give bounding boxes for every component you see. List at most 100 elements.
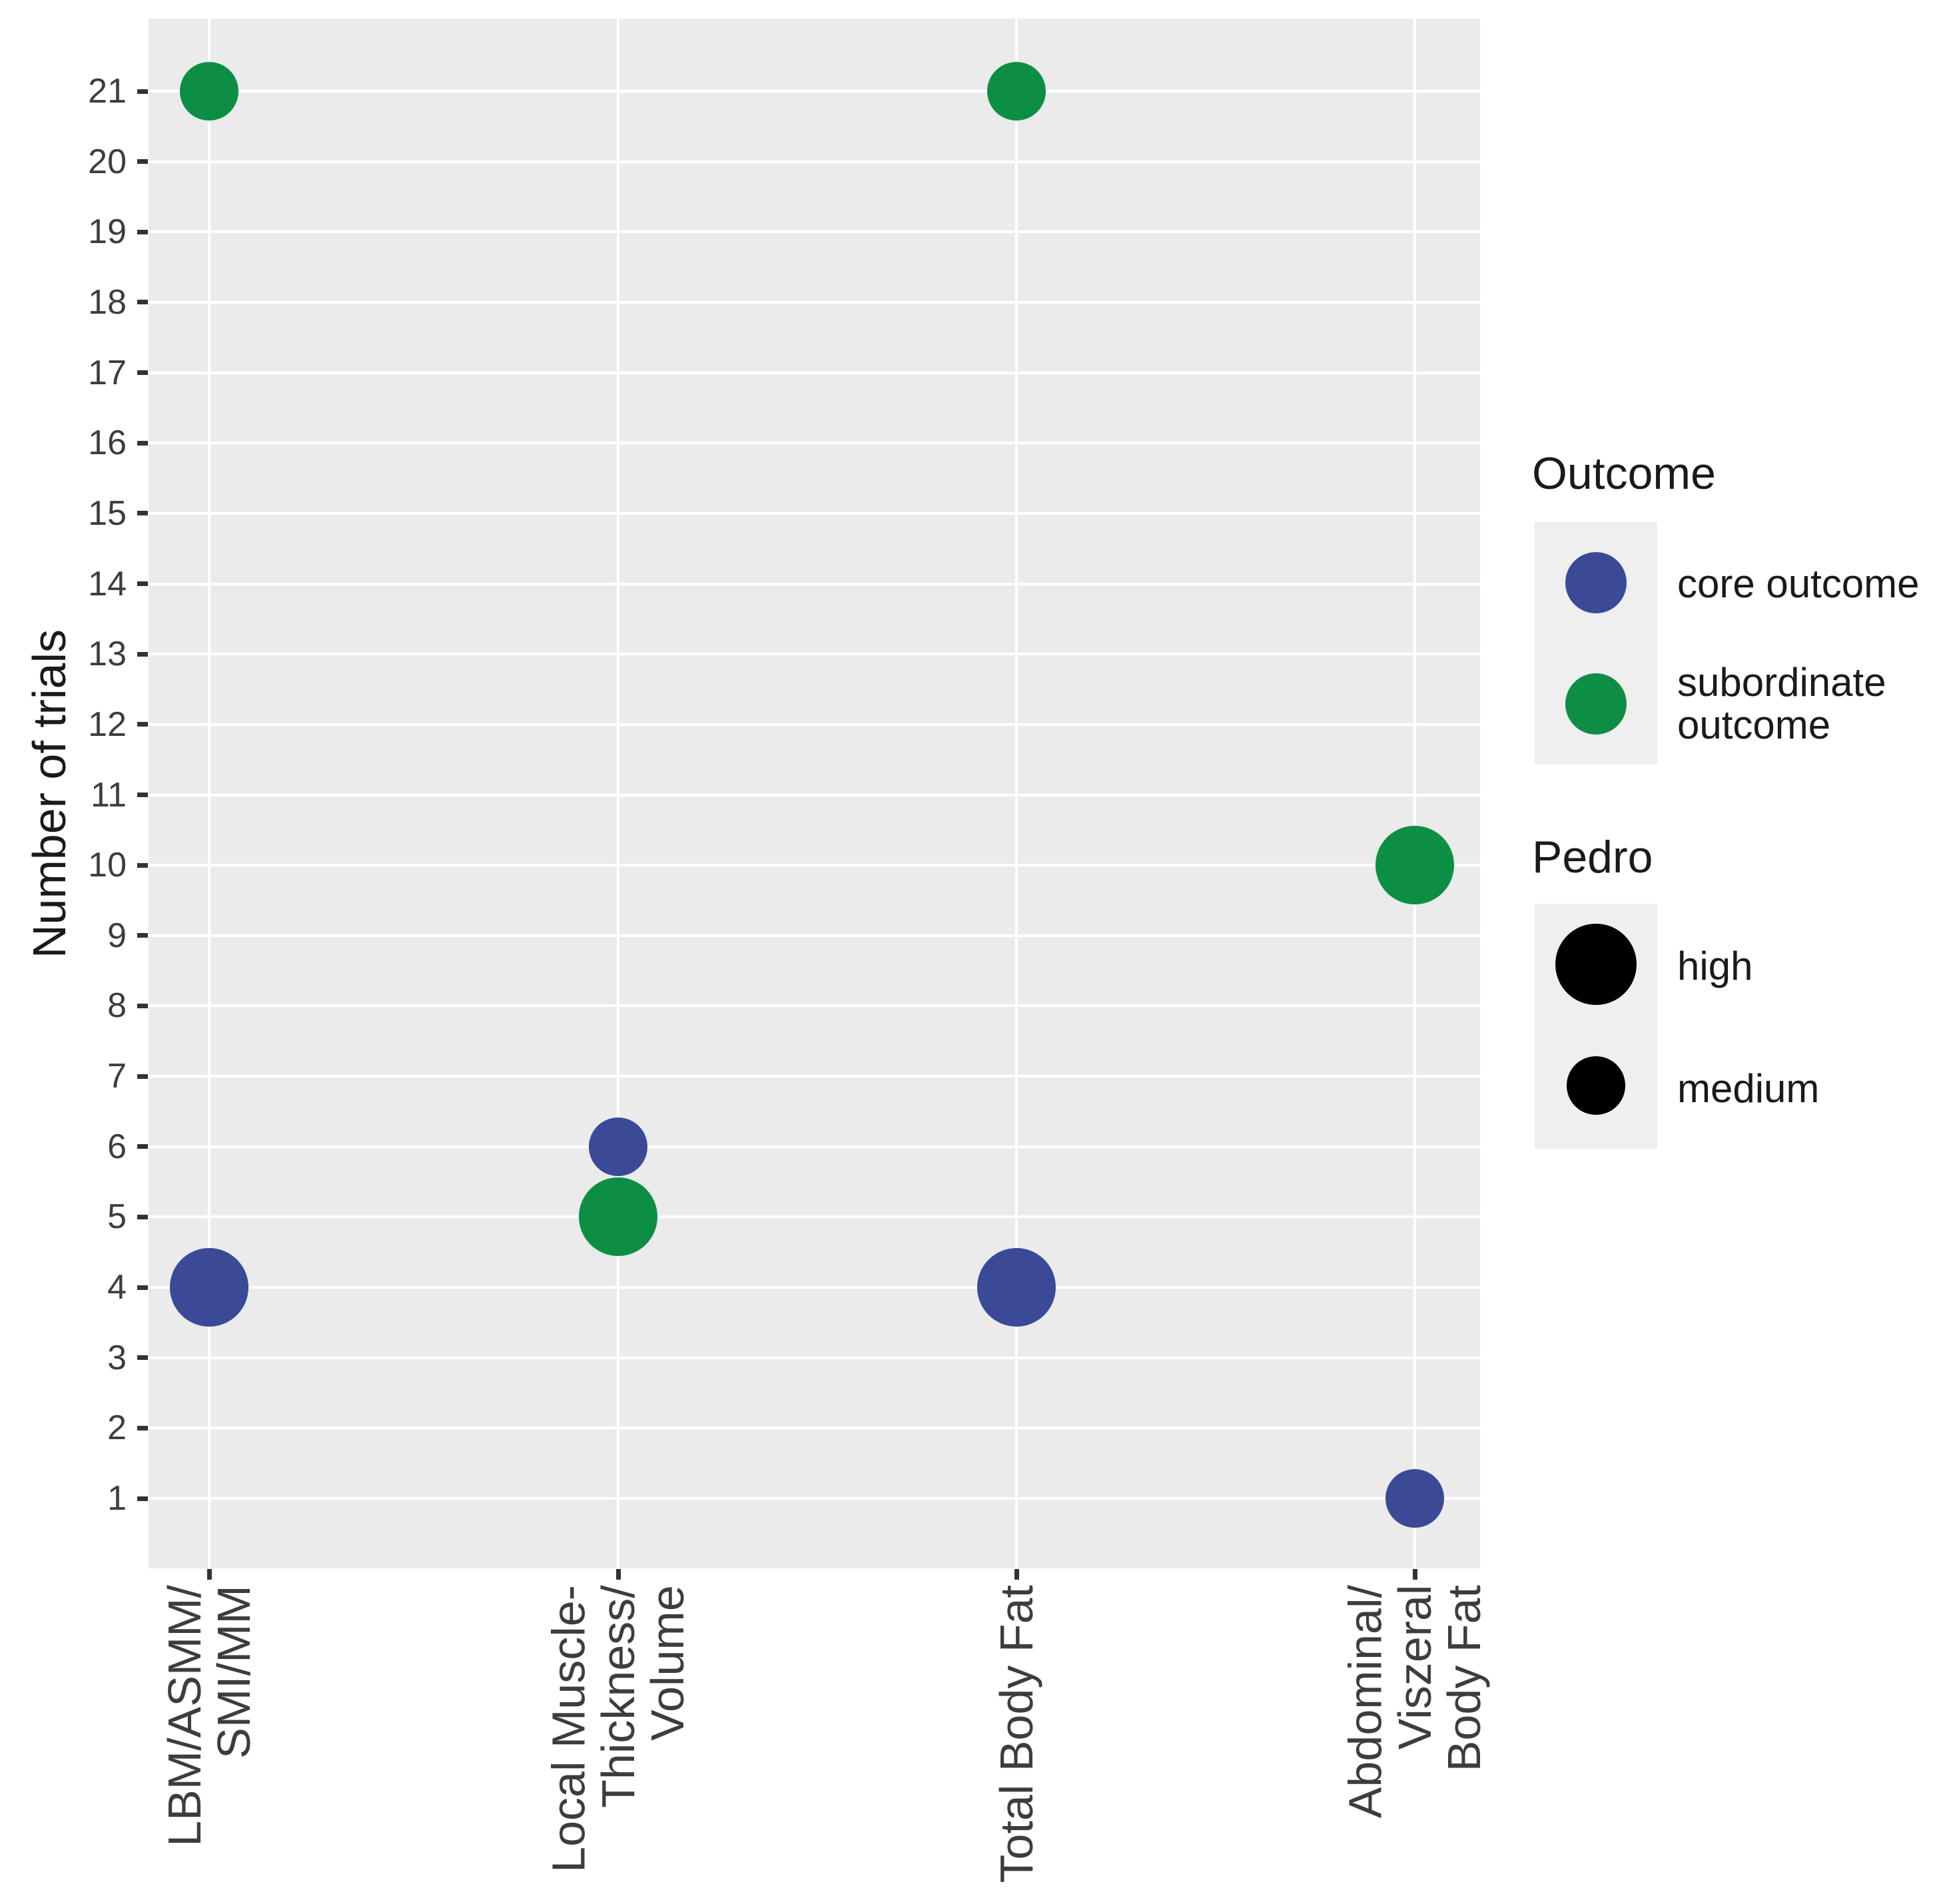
y-tick-21 (137, 89, 148, 94)
y-tick-label-7: 7 (107, 1057, 127, 1096)
y-tick-12 (137, 722, 148, 727)
y-tick-6 (137, 1144, 148, 1149)
gridline-y-3 (149, 1356, 1480, 1359)
gridline-y-7 (149, 1075, 1480, 1078)
y-tick-label-16: 16 (88, 424, 127, 463)
gridline-x-3 (1413, 19, 1416, 1568)
y-tick-label-5: 5 (107, 1197, 127, 1237)
x-category-label-0: LBM/ASMM/ SMI/MM (158, 1585, 260, 1847)
y-tick-10 (137, 862, 148, 868)
y-tick-label-2: 2 (107, 1409, 127, 1448)
legend-key-subordinate-outcome (1535, 643, 1657, 765)
x-category-label-3: Abdominal/ Viszeral Body Fat (1339, 1585, 1491, 1819)
gridline-y-13 (149, 653, 1480, 656)
y-tick-label-14: 14 (88, 564, 127, 603)
legend-keys-pedro (1535, 904, 1657, 1149)
gridline-y-17 (149, 371, 1480, 374)
y-tick-label-11: 11 (91, 775, 127, 814)
y-tick-label-18: 18 (88, 282, 127, 322)
legend-key-core-outcome (1535, 522, 1657, 643)
legend-label-pedro-medium: medium (1677, 1066, 1820, 1111)
legend-label-pedro-high: high (1677, 944, 1753, 988)
data-point-4-y21 (987, 62, 1046, 121)
y-tick-label-17: 17 (88, 353, 127, 392)
gridline-y-8 (149, 1004, 1480, 1008)
gridline-y-2 (149, 1427, 1480, 1430)
y-tick-label-13: 13 (88, 635, 127, 674)
legend-title-outcome: Outcome (1532, 448, 1716, 499)
y-tick-label-9: 9 (107, 916, 127, 955)
y-tick-3 (137, 1355, 148, 1361)
y-tick-15 (137, 511, 148, 516)
x-category-label-2: Total Body Fat (990, 1585, 1042, 1883)
data-point-1-y4 (170, 1248, 248, 1327)
legend-label-core-outcome: core outcome (1677, 561, 1920, 606)
y-tick-14 (137, 581, 148, 587)
x-tick-1 (615, 1569, 621, 1580)
y-tick-label-3: 3 (107, 1338, 127, 1377)
gridline-y-4 (149, 1286, 1480, 1289)
data-point-2-y6 (589, 1117, 647, 1176)
y-tick-label-6: 6 (107, 1127, 127, 1166)
legend-title-pedro: Pedro (1532, 832, 1653, 882)
y-tick-label-4: 4 (107, 1268, 127, 1307)
y-tick-9 (137, 933, 148, 938)
plot-panel (149, 19, 1480, 1568)
core-outcome-swatch-icon (1565, 552, 1627, 613)
y-tick-4 (137, 1285, 148, 1290)
y-tick-1 (137, 1496, 148, 1501)
gridline-y-19 (149, 230, 1480, 234)
gridline-y-21 (149, 90, 1480, 93)
data-point-6-y10 (1375, 826, 1454, 905)
legend-key-pedro-medium (1535, 1025, 1657, 1146)
data-point-7-y1 (1385, 1469, 1444, 1528)
y-tick-2 (137, 1425, 148, 1430)
gridline-x-0 (208, 19, 210, 1568)
data-point-0-y21 (180, 62, 238, 121)
legend-label-subordinate-outcome: subordinate outcome (1677, 660, 1886, 747)
y-tick-label-19: 19 (88, 212, 127, 252)
gridline-y-14 (149, 582, 1480, 585)
y-tick-label-12: 12 (88, 705, 127, 744)
x-tick-3 (1412, 1569, 1417, 1580)
gridline-x-2 (1015, 19, 1018, 1568)
gridline-y-20 (149, 160, 1480, 163)
y-tick-8 (137, 1003, 148, 1008)
y-tick-20 (137, 159, 148, 164)
pedro-high-swatch-icon (1555, 924, 1637, 1005)
subordinate-outcome-swatch-icon (1565, 673, 1627, 735)
y-tick-7 (137, 1074, 148, 1079)
y-tick-label-20: 20 (88, 142, 127, 181)
x-tick-2 (1014, 1569, 1019, 1580)
gridline-y-15 (149, 511, 1480, 515)
y-tick-18 (137, 300, 148, 305)
y-tick-label-15: 15 (88, 493, 127, 533)
pedro-medium-swatch-icon (1567, 1056, 1625, 1115)
data-point-3-y5 (579, 1177, 657, 1257)
y-tick-13 (137, 651, 148, 657)
gridline-x-1 (617, 19, 619, 1568)
gridline-y-6 (149, 1145, 1480, 1148)
gridline-y-11 (149, 793, 1480, 796)
legend-key-pedro-high (1535, 904, 1657, 1025)
gridline-y-5 (149, 1215, 1480, 1219)
gridline-y-18 (149, 300, 1480, 304)
gridline-y-10 (149, 864, 1480, 867)
data-point-5-y4 (977, 1248, 1056, 1327)
gridline-y-9 (149, 934, 1480, 937)
y-tick-19 (137, 229, 148, 234)
y-tick-16 (137, 440, 148, 446)
y-tick-label-10: 10 (88, 846, 127, 885)
gridline-y-1 (149, 1497, 1480, 1500)
y-tick-17 (137, 370, 148, 376)
gridline-y-16 (149, 442, 1480, 445)
x-tick-0 (206, 1569, 212, 1580)
legend-keys-outcome (1535, 522, 1657, 765)
y-tick-5 (137, 1214, 148, 1219)
y-tick-label-21: 21 (88, 72, 127, 111)
y-tick-label-8: 8 (107, 986, 127, 1026)
x-category-label-1: Local Muscle- Thickness/ Volume (542, 1585, 694, 1873)
y-tick-11 (137, 793, 148, 797)
gridline-y-12 (149, 723, 1480, 726)
